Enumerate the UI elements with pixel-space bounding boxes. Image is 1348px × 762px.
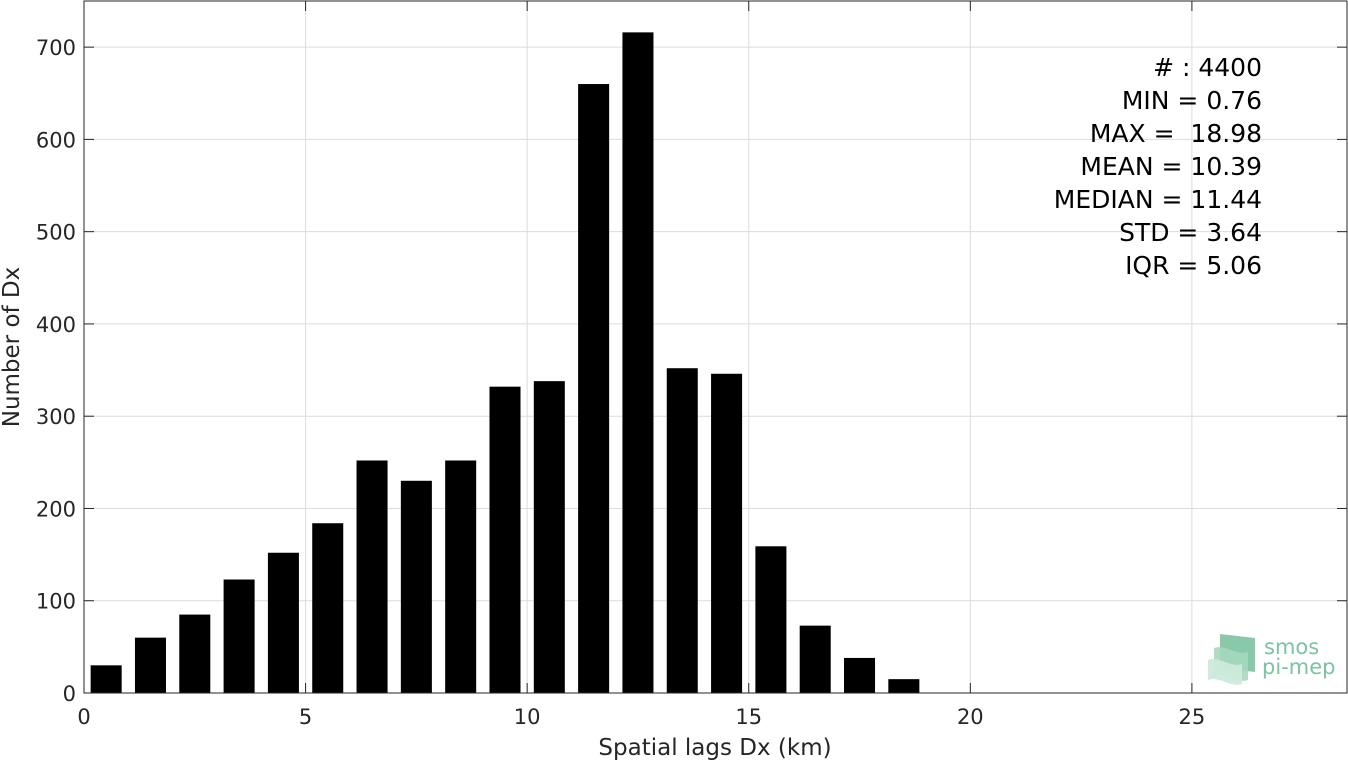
x-tick-label: 10 [514,705,541,729]
y-tick-label: 0 [63,682,76,706]
y-tick-label: 500 [36,221,76,245]
x-tick-label: 20 [957,705,984,729]
histogram-bar [844,657,876,693]
stat-line: MEAN = 10.39 [1080,152,1262,181]
histogram-bar [666,368,698,693]
y-tick-label: 700 [36,36,76,60]
histogram-bar [356,460,388,693]
plot-frame [83,0,1348,694]
histogram-bar [755,546,787,693]
smos-pimep-logo: smos pi-mep [1208,634,1335,685]
histogram-bar [400,480,432,693]
logo-wave-icon [1208,634,1255,685]
stat-line: MIN = 0.76 [1122,86,1262,115]
stat-line: MEDIAN = 11.44 [1054,185,1262,214]
y-axis-label: Number of Dx [0,267,25,428]
y-tick-label: 200 [36,497,76,521]
histogram-bar [445,460,477,693]
histogram-bar [312,523,344,693]
y-tick-label: 400 [36,313,76,337]
histogram-bar [578,84,610,694]
x-axis-label: Spatial lags Dx (km) [598,735,831,761]
y-tick-label: 100 [36,590,76,614]
x-tick-label: 5 [299,705,312,729]
histogram-bar [711,373,743,693]
x-tick-label: 0 [77,705,90,729]
histogram-bar [799,625,831,693]
statistics-annotation: # : 4400 MIN = 0.76 MAX = 18.98 MEAN = 10.3… [1054,53,1262,280]
stat-line: IQR = 5.06 [1125,251,1262,280]
logo-text-smos: smos [1264,635,1319,659]
y-tick-label: 300 [36,405,76,429]
x-axis-ticks: 0 5 10 15 20 25 [77,1,1205,729]
y-axis-ticks: 0 100 200 300 400 500 600 700 [36,36,1347,706]
histogram-bar [134,637,166,693]
histogram-bar [888,679,920,693]
stat-line: STD = 3.64 [1119,218,1262,247]
x-tick-label: 15 [735,705,762,729]
x-tick-label: 25 [1179,705,1206,729]
histogram-bar [179,614,211,693]
y-tick-label: 600 [36,128,76,152]
stat-line: MAX = 18.98 [1090,119,1262,148]
histogram-bar [267,552,299,693]
histogram-bar [90,665,122,693]
bars [90,32,920,694]
logo-text-pimep: pi-mep [1262,655,1335,679]
stat-line: # : 4400 [1153,53,1262,82]
histogram-bar [533,381,565,693]
histogram-bar [622,32,654,693]
histogram-bar [489,386,521,693]
histogram-bar [223,579,255,693]
